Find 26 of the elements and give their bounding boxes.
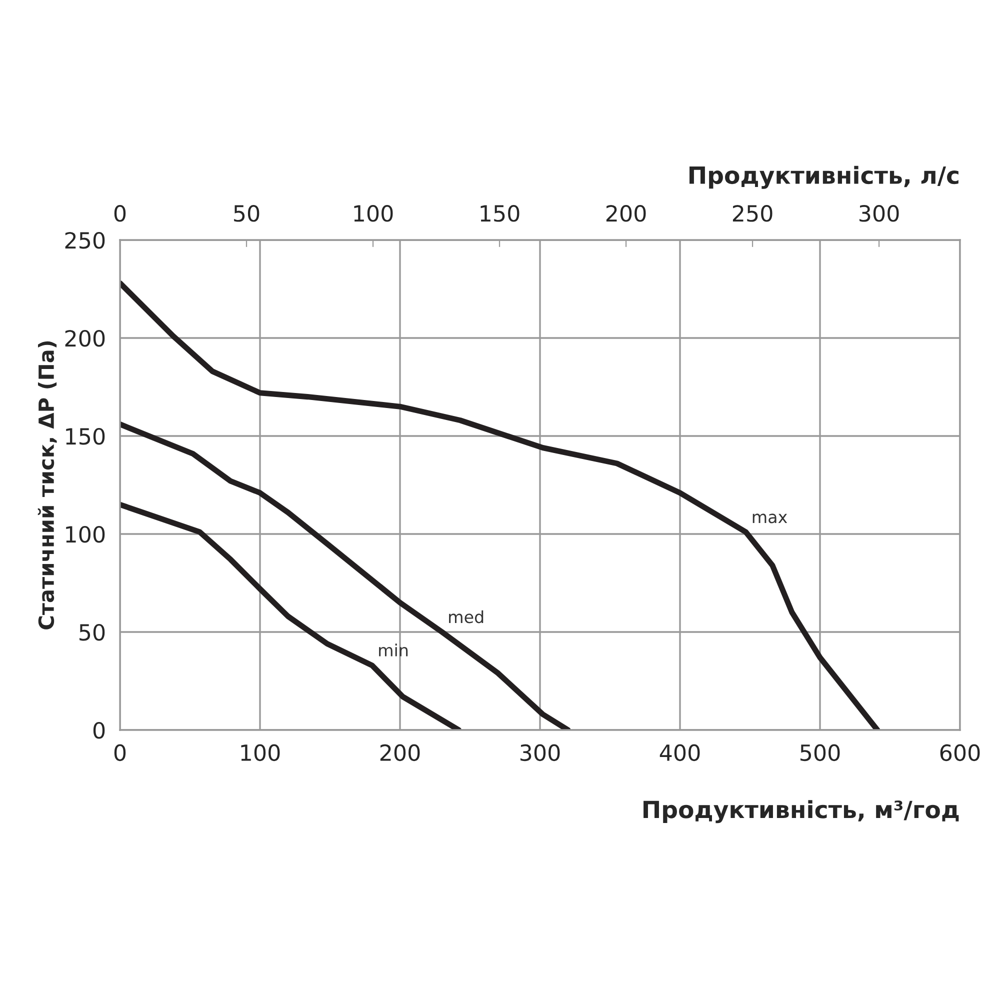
x-tick-label: 300: [520, 744, 560, 762]
x-tick-label: 100: [241, 744, 280, 762]
y-tick-label: 50: [80, 624, 105, 641]
series-label: med: [449, 610, 484, 624]
y-tick-label: 0: [93, 722, 105, 739]
x2-tick-label: 300: [860, 204, 899, 222]
y-axis-title: Статичний тиск, ΔP (Па): [38, 341, 57, 630]
y-tick-label: 200: [65, 330, 105, 347]
x-tick-label: 600: [940, 744, 980, 762]
x2-tick-label: 50: [234, 204, 260, 222]
x-axis-title: Продуктивність, м³/год: [644, 800, 959, 824]
y-tick-label: 250: [65, 232, 105, 249]
x2-tick-label: 150: [480, 204, 520, 222]
x2-axis-title: Продуктивність, л/с: [690, 166, 958, 189]
series-label: min: [379, 644, 408, 656]
x2-tick-label: 250: [732, 204, 772, 222]
x-tick-label: 400: [660, 744, 700, 762]
x2-tick-label: 200: [606, 204, 646, 222]
series-label: max: [752, 514, 788, 524]
y-tick-label: 150: [66, 428, 105, 445]
x-tick-label: 200: [380, 744, 420, 762]
x2-tick-label: 100: [354, 204, 393, 222]
x2-tick-label: 0: [114, 204, 126, 222]
x-tick-label: 500: [800, 744, 840, 762]
x-tick-label: 0: [114, 744, 126, 762]
y-tick-label: 100: [66, 526, 105, 543]
